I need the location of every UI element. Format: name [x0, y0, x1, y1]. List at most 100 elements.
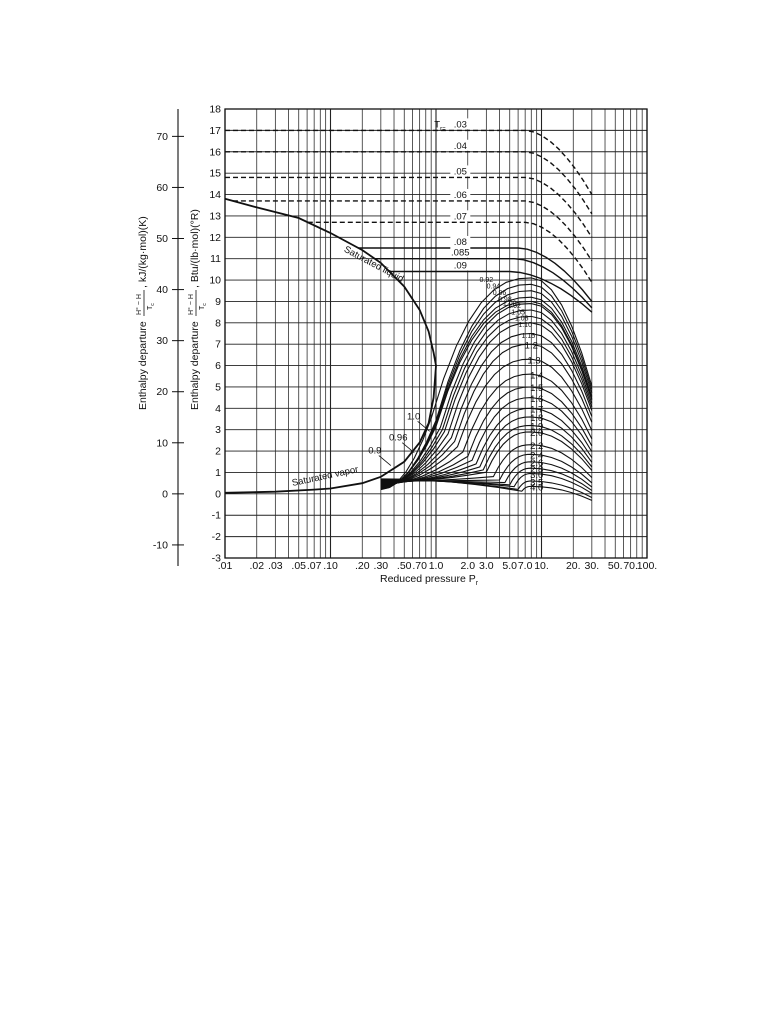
- svg-text:Enthalpy departure: Enthalpy departure: [137, 321, 149, 410]
- isotherm-label: 1.6: [530, 394, 543, 405]
- x-tick-label: .70: [412, 560, 427, 572]
- y-tick-label-right: 2: [215, 446, 221, 458]
- isotherm-subcooled: [225, 151, 593, 215]
- y-tick-label-left: 40: [156, 284, 168, 296]
- y-axis-label-left: Enthalpy departure H° − H Tc , kJ/(kg·mo…: [135, 216, 156, 410]
- x-tick-label: .01: [218, 560, 233, 572]
- x-tick-label: 2.0: [460, 560, 475, 572]
- y-tick-label-left: 0: [162, 488, 168, 500]
- isotherm-supercritical: [380, 343, 593, 486]
- isotherm-label: 0.92: [480, 277, 494, 284]
- x-tick-label: .30: [374, 560, 389, 572]
- y-tick-label-right: 16: [209, 146, 221, 158]
- x-tick-label: 100.: [637, 560, 657, 572]
- isotherm-supercritical: [380, 431, 593, 483]
- isotherm-subcooled: [225, 129, 593, 195]
- isotherm-label-bg: [450, 235, 471, 247]
- y-tick-label-left: 70: [156, 131, 168, 143]
- y-tick-label-left: 30: [156, 335, 168, 347]
- y-tick-label-right: 9: [215, 296, 221, 308]
- y-tick-label-right: 13: [209, 210, 221, 222]
- y-tick-label-right: 8: [215, 317, 221, 329]
- isotherm-label-bg: [450, 246, 471, 258]
- svg-text:Enthalpy departure: Enthalpy departure: [189, 321, 201, 410]
- isotherm-label: 1.15: [522, 333, 536, 340]
- curves: [224, 129, 593, 501]
- y-tick-label-left: 60: [156, 182, 168, 194]
- isotherm-label: 1.00: [503, 301, 517, 308]
- isotherm-subcooled: [374, 258, 593, 309]
- isotherm-label-bg: [450, 259, 471, 271]
- x-tick-label: 7.0: [518, 560, 533, 572]
- x-tick-label: .03: [268, 560, 283, 572]
- saturated-vapor-curve: [224, 365, 437, 494]
- isotherm-label: 1.2: [525, 340, 538, 351]
- isotherm-subcooled: [389, 270, 593, 313]
- isotherm-subcooled: [232, 200, 593, 262]
- x-tick-label: .05: [291, 560, 306, 572]
- isotherm-label: 1.4: [530, 370, 543, 381]
- isotherm-supercritical: [380, 407, 593, 484]
- svg-text:H° − H: H° − H: [135, 294, 143, 315]
- x-tick-label: 70.: [623, 560, 638, 572]
- x-tick-label: .10: [323, 560, 338, 572]
- isotherm-label: .08: [454, 237, 467, 248]
- y-tick-label-right: -1: [212, 510, 221, 522]
- annotation-label: 0.96: [389, 433, 408, 444]
- y-tick-label-right: -2: [212, 531, 221, 543]
- isotherm-label: .07: [454, 211, 467, 222]
- isotherm-label: 1.3: [527, 355, 540, 366]
- isotherm-supercritical: [380, 373, 593, 485]
- annotation-leader: [378, 455, 392, 466]
- plot-frame: [172, 108, 648, 566]
- isotherm-label-bg: [450, 139, 471, 151]
- svg-text:, kJ/(kg·mol)(K): , kJ/(kg·mol)(K): [137, 216, 149, 288]
- isotherm-label: 3.0: [530, 470, 543, 481]
- isotherm-supercritical: [380, 303, 593, 488]
- isotherm-label: 1.10: [518, 322, 532, 329]
- isotherm-label-bg: [450, 188, 471, 200]
- isotherm-label: 0.96: [493, 290, 507, 297]
- isotherm-label-bg: [450, 118, 471, 130]
- y-tick-label-right: 5: [215, 381, 221, 393]
- y-tick-label-right: 12: [209, 232, 221, 244]
- y-tick-label-right: -3: [212, 553, 221, 565]
- y-tick-label-right: 15: [209, 168, 221, 180]
- isotherm-label: 2.4: [530, 451, 543, 462]
- y-tick-label-right: 17: [209, 125, 221, 137]
- isotherm-supercritical: [380, 424, 593, 483]
- x-tick-label: 10.: [534, 560, 549, 572]
- isotherm-subcooled: [307, 221, 593, 283]
- y-tick-label-right: 14: [209, 189, 221, 201]
- annotation-leader: [417, 420, 430, 432]
- isotherm-label-bg: [450, 210, 471, 222]
- isotherm-label: 1.05: [511, 309, 525, 316]
- svg-text:, Btu/(lb·mol)(°R): , Btu/(lb·mol)(°R): [189, 209, 201, 288]
- isotherm-label: 1.08: [515, 316, 529, 323]
- y-tick-label-right: 6: [215, 360, 221, 372]
- isotherm-label: 1.02: [507, 303, 521, 310]
- isotherm-label: 0.98: [498, 296, 512, 303]
- x-axis-label: Reduced pressure Pr: [380, 573, 479, 587]
- svg-text:H° − H: H° − H: [187, 294, 195, 315]
- svg-text:Tc: Tc: [199, 303, 208, 310]
- isotherm-supercritical: [380, 277, 593, 491]
- isotherm-supercritical: [380, 386, 593, 485]
- y-tick-label-right: 10: [209, 275, 221, 287]
- isotherm-supercritical: [380, 397, 593, 485]
- isotherm-label: 1.9: [530, 422, 543, 433]
- y-tick-label-left: 50: [156, 233, 168, 245]
- x-tick-label: .02: [249, 560, 264, 572]
- y-tick-label-right: 1: [215, 467, 221, 479]
- isotherm-supercritical: [380, 332, 593, 487]
- x-tick-label: .07: [307, 560, 322, 572]
- isotherm-supercritical: [380, 322, 593, 487]
- isotherm-supercritical: [380, 416, 593, 484]
- isotherm-prefix: Tr=: [434, 119, 446, 132]
- isotherm-supercritical: [380, 300, 593, 489]
- y-tick-label-right: 4: [215, 403, 221, 415]
- y-tick-label-right: 7: [215, 339, 221, 351]
- isotherm-label: .05: [454, 166, 467, 177]
- y-tick-label-left: 20: [156, 386, 168, 398]
- isotherm-label: 1.7: [530, 405, 543, 416]
